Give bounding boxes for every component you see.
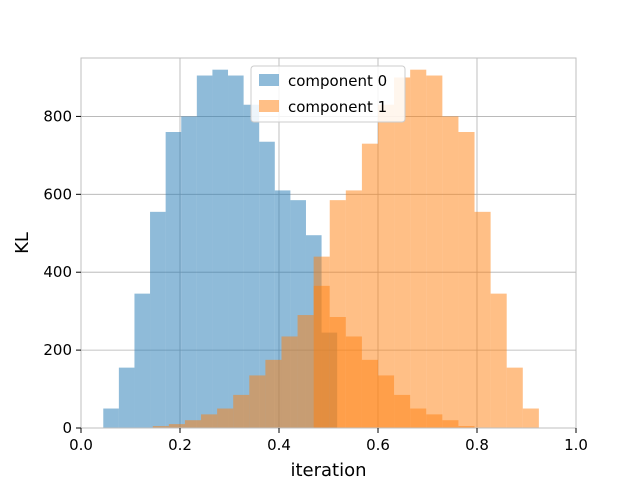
bar-series-1-bin-15-b [394,77,411,428]
x-axis-label: iteration [290,460,366,480]
bar-series-1-bin-10-b [313,256,330,428]
bar-series-1-bin-21-b [490,293,507,428]
y-axis-ticks: 0 200 400 600 800 [43,107,81,437]
legend-swatch-component-0 [259,74,279,86]
y-tick-label-3: 600 [43,185,72,203]
bar-series-1-bin-14-b [378,104,395,428]
bar-series-1-bin-16-b [410,69,427,429]
bar-series-1-bin-23-b [522,408,539,428]
bar-series-0-bin-5 [181,116,197,428]
bar-series-1-bin-3 [201,414,218,428]
x-tick-label-2: 0.4 [267,436,291,454]
y-tick-label-1: 200 [43,341,72,359]
x-tick-label-3: 0.6 [366,436,390,454]
bar-series-1-bin-4 [217,408,234,428]
legend: component 0 component 1 [250,65,406,123]
y-axis-label: KL [12,232,33,254]
x-axis-ticks: 0.0 0.2 0.4 0.6 0.8 1.0 [69,428,588,454]
bar-series-0-bin-9 [243,104,260,428]
bar-series-1-bin-1 [168,424,185,428]
bar-series-0-bin-3 [150,211,166,428]
y-tick-label-2: 400 [43,263,72,281]
legend-box [250,65,406,123]
bar-series-0-bin-10 [259,141,275,428]
bar-series-0-bin-4 [165,132,182,428]
bar-series-1-bin-11-b [329,200,346,428]
bar-series-1-bin-20-b [474,211,491,428]
bar-series-1-bin-17-b [426,75,443,429]
bar-series-0-bin-0 [103,408,119,428]
bar-series-1-bin-9 [297,315,314,428]
bar-series-1-bin-18-b [442,116,459,428]
bar-series-0-bin-6 [196,75,213,429]
bar-series-1-bin-2 [184,420,202,428]
bar-series-0-bin-1 [118,367,135,428]
legend-swatch-component-1 [259,100,279,112]
plot-frame [80,57,577,429]
bar-series-1-bin-22-b [506,367,523,428]
bar-series-0-bin-7 [212,69,229,429]
bar-series-0-bin-2 [134,293,151,428]
bar-series-1-bin-13-b [361,143,378,428]
bar-series-1-bin-6 [249,375,266,428]
x-tick-label-0: 0.0 [69,436,93,454]
bar-series-0-bin-8 [228,75,244,429]
legend-label-component-1: component 1 [288,98,387,116]
bar-series-1-bin-0 [152,426,169,428]
legend-label-component-0: component 0 [288,72,387,90]
y-tick-label-4: 800 [43,107,72,125]
bar-series-1-bin-7 [265,359,282,428]
x-tick-label-1: 0.2 [168,436,192,454]
bar-series-1-bin-19-b [458,132,475,428]
x-tick-label-5: 1.0 [564,436,588,454]
y-tick-label-0: 0 [62,419,72,437]
histogram-bars [103,69,539,429]
x-tick-label-4: 0.8 [465,436,489,454]
bar-series-1-bin-5 [233,394,250,428]
bar-series-1-bin-8 [281,336,298,428]
bar-series-1-bin-12-b [345,190,362,428]
